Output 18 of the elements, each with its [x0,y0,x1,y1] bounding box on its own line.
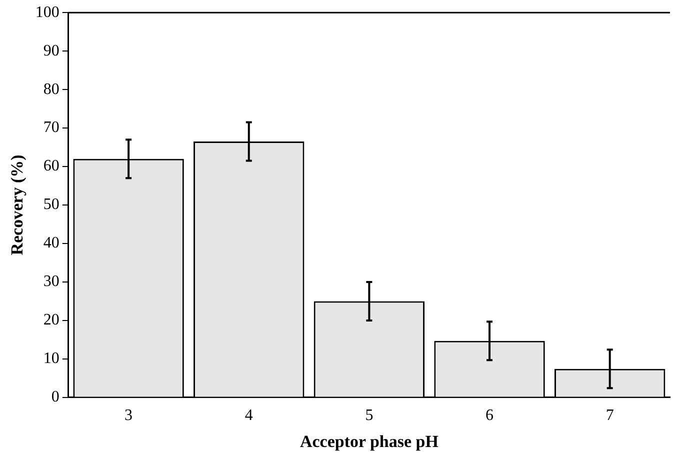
x-tick-label: 5 [365,407,374,424]
y-tick-label: 90 [43,42,60,60]
y-axis-title: Recovery (%) [8,154,27,256]
y-tick-label: 0 [51,388,60,406]
y-tick-label: 70 [43,119,60,136]
y-tick-label: 40 [43,234,60,252]
y-tick-label: 20 [43,312,60,329]
y-tick-label: 10 [43,350,60,368]
y-tick-label: 50 [43,196,60,214]
y-tick-label: 30 [43,273,60,290]
y-tick-label: 80 [43,80,60,98]
x-tick-label: 6 [486,407,494,424]
x-tick-label: 7 [606,407,614,424]
x-axis-title: Acceptor phase pH [300,432,438,452]
y-tick-label: 60 [43,158,60,175]
y-tick-label: 100 [35,4,60,21]
x-tick-label: 3 [124,407,133,424]
x-tick-label: 4 [244,407,253,424]
